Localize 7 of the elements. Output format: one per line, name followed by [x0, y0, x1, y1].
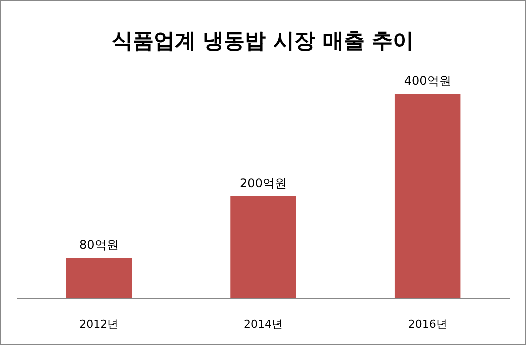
data-label: 80억원	[80, 238, 119, 252]
x-tick-label: 2012년	[80, 318, 119, 331]
x-tick-label: 2016년	[408, 318, 448, 331]
chart-title: 식품업계 냉동밥 시장 매출 추이	[112, 29, 414, 53]
data-label: 400억원	[404, 74, 452, 88]
x-tick-label: 2014년	[244, 318, 283, 331]
data-label: 200억원	[240, 176, 287, 190]
